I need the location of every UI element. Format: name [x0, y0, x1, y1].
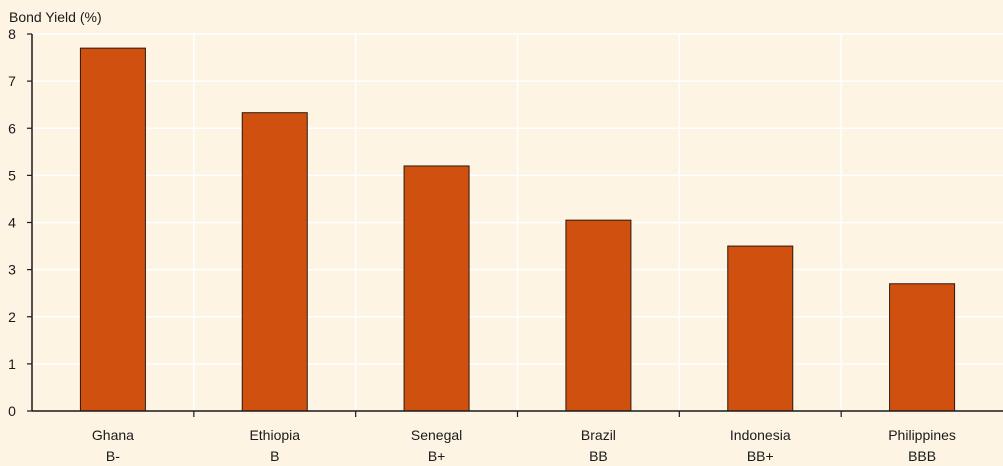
bar-brazil	[565, 219, 632, 412]
x-rating-ethiopia: B	[270, 448, 279, 464]
y-axis-title: Bond Yield (%)	[9, 9, 102, 25]
bar-senegal	[403, 165, 470, 412]
y-tick-label-5: 5	[8, 167, 16, 183]
x-rating-brazil: BB	[589, 448, 608, 464]
x-rating-senegal: B+	[428, 448, 446, 464]
y-tick-label-8: 8	[8, 26, 16, 42]
x-label-ghana: Ghana	[92, 427, 134, 443]
x-label-ethiopia: Ethiopia	[249, 427, 300, 443]
grid-layer	[32, 33, 1003, 411]
bar-philippines	[889, 283, 956, 412]
y-tick-label-4: 4	[8, 215, 16, 231]
x-label-indonesia: Indonesia	[730, 427, 791, 443]
y-tick-label-7: 7	[8, 73, 16, 89]
x-label-philippines: Philippines	[888, 427, 956, 443]
x-label-senegal: Senegal	[411, 427, 462, 443]
bar-ethiopia	[241, 112, 308, 412]
bar-ghana	[79, 47, 146, 412]
y-tick-label-1: 1	[8, 356, 16, 372]
axis-layer: 0 1 2 3 4 5 6 7 8 Ghana B- Ethiopia B Senegal B+ Brazil…	[8, 26, 1003, 464]
y-tick-label-6: 6	[8, 120, 16, 136]
x-rating-ghana: B-	[106, 448, 120, 464]
x-rating-indonesia: BB+	[747, 448, 774, 464]
bars-layer	[79, 47, 956, 412]
bar-indonesia	[727, 245, 794, 412]
x-label-brazil: Brazil	[581, 427, 616, 443]
y-tick-label-3: 3	[8, 262, 16, 278]
x-rating-philippines: BBB	[908, 448, 936, 464]
y-tick-label-0: 0	[8, 403, 16, 419]
y-tick-label-2: 2	[8, 309, 16, 325]
